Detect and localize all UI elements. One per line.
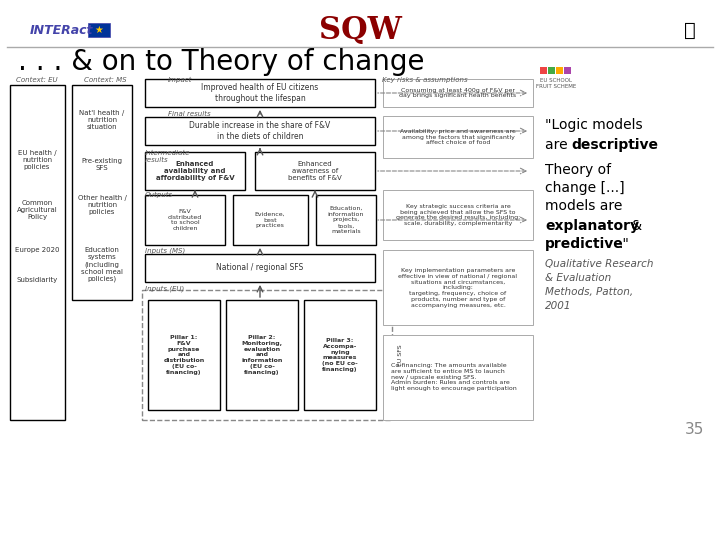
Text: Pillar 1:
F&V
purchase
and
distribution
(EU co-
financing): Pillar 1: F&V purchase and distribution … <box>163 335 204 375</box>
Text: F&V
distributed
to school
children: F&V distributed to school children <box>168 209 202 231</box>
FancyBboxPatch shape <box>383 250 533 325</box>
FancyBboxPatch shape <box>145 254 375 282</box>
Text: Enhanced
awareness of
benefits of F&V: Enhanced awareness of benefits of F&V <box>288 161 342 181</box>
Text: 🌍: 🌍 <box>684 21 696 39</box>
Text: Other health /
nutrition
policies: Other health / nutrition policies <box>78 195 127 215</box>
Text: Outputs: Outputs <box>145 192 173 198</box>
Text: Co-financing: The amounts available
are sufficient to entice MS to launch
new / : Co-financing: The amounts available are … <box>391 363 517 391</box>
Text: Subsidiarity: Subsidiarity <box>17 277 58 283</box>
FancyBboxPatch shape <box>304 300 376 410</box>
Text: .": ." <box>618 237 629 251</box>
Text: INTERact: INTERact <box>30 24 94 37</box>
FancyBboxPatch shape <box>148 300 220 410</box>
Text: Evidence,
best
practices: Evidence, best practices <box>255 212 285 228</box>
FancyBboxPatch shape <box>72 85 132 300</box>
FancyBboxPatch shape <box>10 85 65 420</box>
FancyBboxPatch shape <box>88 23 110 37</box>
Text: Enhanced
availability and
affordability of F&V: Enhanced availability and affordability … <box>156 161 234 181</box>
Text: EU SFS: EU SFS <box>397 344 402 366</box>
Text: ★: ★ <box>94 25 104 35</box>
FancyBboxPatch shape <box>233 195 308 245</box>
Text: Theory of: Theory of <box>545 163 611 177</box>
Text: Education
systems
(including
school meal
policies): Education systems (including school meal… <box>81 247 123 282</box>
Text: Key implementation parameters are
effective in view of national / regional
situa: Key implementation parameters are effect… <box>398 268 518 308</box>
Text: &: & <box>627 219 642 233</box>
Text: are: are <box>545 138 572 152</box>
Text: Pillar 3:
Accompa-
nying
measures
(no EU co-
financing): Pillar 3: Accompa- nying measures (no EU… <box>322 338 358 372</box>
FancyBboxPatch shape <box>383 190 533 240</box>
Text: .: . <box>633 138 637 152</box>
Text: EU health /
nutrition
policies: EU health / nutrition policies <box>18 150 56 170</box>
FancyBboxPatch shape <box>540 67 547 74</box>
Text: "Logic models: "Logic models <box>545 118 643 132</box>
Text: Consuming at least 400g of F&V per
day brings significant health benefits: Consuming at least 400g of F&V per day b… <box>400 87 516 98</box>
Text: predictive: predictive <box>545 237 624 251</box>
FancyBboxPatch shape <box>383 335 533 420</box>
Text: descriptive: descriptive <box>571 138 658 152</box>
Text: Context: EU: Context: EU <box>16 77 58 83</box>
Text: Key risks & assumptions: Key risks & assumptions <box>382 77 467 83</box>
FancyBboxPatch shape <box>548 67 555 74</box>
FancyBboxPatch shape <box>564 67 571 74</box>
Text: explanatory: explanatory <box>545 219 639 233</box>
Text: Education,
information
projects,
tools,
materials: Education, information projects, tools, … <box>328 206 364 234</box>
Text: Inputs (EU): Inputs (EU) <box>145 285 184 292</box>
FancyBboxPatch shape <box>145 117 375 145</box>
Text: Common
Agricultural
Policy: Common Agricultural Policy <box>17 200 58 220</box>
FancyBboxPatch shape <box>383 79 533 107</box>
Text: National / regional SFS: National / regional SFS <box>217 264 304 273</box>
FancyBboxPatch shape <box>383 116 533 158</box>
FancyBboxPatch shape <box>316 195 376 245</box>
Text: change [...]: change [...] <box>545 181 625 195</box>
FancyBboxPatch shape <box>145 195 225 245</box>
Text: Nat'l health /
nutrition
situation: Nat'l health / nutrition situation <box>79 110 125 130</box>
Text: Availability, price and awareness are
among the factors that significantly
affec: Availability, price and awareness are am… <box>400 129 516 145</box>
FancyBboxPatch shape <box>226 300 298 410</box>
Text: Pre-existing
SFS: Pre-existing SFS <box>81 159 122 172</box>
Text: Qualitative Research
& Evaluation
Methods, Patton,
2001: Qualitative Research & Evaluation Method… <box>545 259 654 311</box>
Text: EU SCHOOL
FRUIT SCHEME: EU SCHOOL FRUIT SCHEME <box>536 78 576 89</box>
Text: Context: MS: Context: MS <box>84 77 126 83</box>
Text: Improved health of EU citizens
throughout the lifespan: Improved health of EU citizens throughou… <box>202 83 319 103</box>
Text: Key strategic success criteria are
being achieved that allow the SFS to
generate: Key strategic success criteria are being… <box>396 204 520 226</box>
Text: Europe 2020: Europe 2020 <box>14 247 59 253</box>
FancyBboxPatch shape <box>142 290 392 420</box>
Text: 35: 35 <box>685 422 705 437</box>
Text: SQW: SQW <box>318 15 402 45</box>
Text: Pillar 2:
Monitoring,
evaluation
and
information
(EU co-
financing): Pillar 2: Monitoring, evaluation and inf… <box>241 335 283 375</box>
Text: Final results: Final results <box>168 111 211 117</box>
Text: Impact: Impact <box>168 77 192 83</box>
Text: Durable increase in the share of F&V
in the diets of children: Durable increase in the share of F&V in … <box>189 122 330 141</box>
FancyBboxPatch shape <box>255 152 375 190</box>
Text: models are: models are <box>545 199 622 213</box>
FancyBboxPatch shape <box>145 152 245 190</box>
Text: Inputs (MS): Inputs (MS) <box>145 247 185 254</box>
FancyBboxPatch shape <box>145 79 375 107</box>
Text: . . . & on to Theory of change: . . . & on to Theory of change <box>18 48 425 76</box>
FancyBboxPatch shape <box>556 67 563 74</box>
Text: Intermediate
results: Intermediate results <box>145 150 190 163</box>
